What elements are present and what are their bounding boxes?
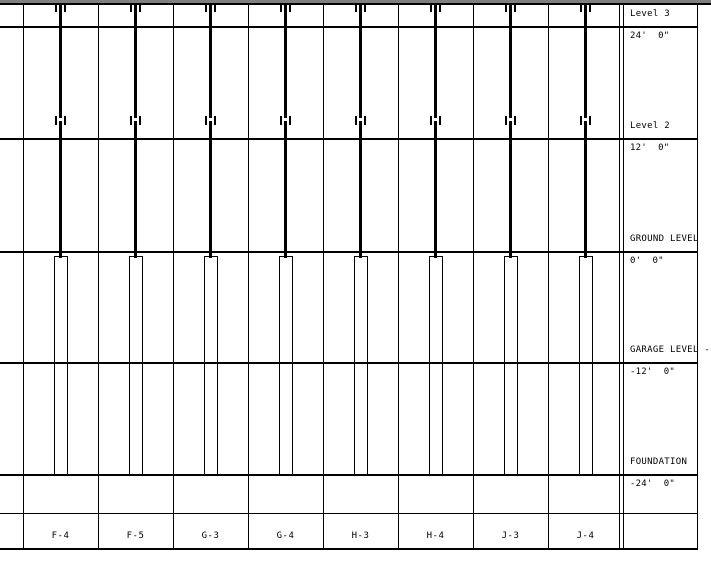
column-splice-symbol-tick bbox=[514, 3, 516, 12]
column-label: F-5 bbox=[126, 531, 145, 541]
column-splice-symbol-tick bbox=[589, 3, 591, 12]
column-shaft-lower bbox=[59, 121, 62, 258]
column-label: G-3 bbox=[201, 531, 220, 541]
column-splice-symbol-tick bbox=[514, 116, 516, 125]
column-splice-symbol-tick bbox=[439, 116, 441, 125]
column-shaft-lower bbox=[284, 121, 287, 258]
column-splice-symbol-tick bbox=[580, 116, 582, 125]
column-splice-symbol-tick bbox=[139, 3, 141, 12]
level-elevation: 0' 0" bbox=[630, 256, 664, 266]
grid-cell-line bbox=[323, 4, 324, 550]
column-splice-symbol-tick bbox=[139, 116, 141, 125]
column-base-outline bbox=[503, 256, 518, 474]
grid-cell-line bbox=[98, 4, 99, 550]
column-splice-symbol-tick bbox=[55, 3, 57, 12]
level-elevation: 24' 0" bbox=[630, 31, 670, 41]
row-divider-line bbox=[0, 512, 697, 514]
column-splice-symbol-tick bbox=[364, 116, 366, 125]
level-line bbox=[0, 251, 697, 253]
level-elevation: 12' 0" bbox=[630, 143, 670, 153]
grid-cell-line bbox=[623, 4, 624, 550]
column-splice-symbol-tick bbox=[580, 3, 582, 12]
level-name: Level 3 bbox=[630, 9, 671, 19]
level-name: GROUND LEVEL bbox=[630, 234, 699, 244]
column-base-outline bbox=[578, 256, 593, 474]
column-splice-symbol-tick bbox=[439, 3, 441, 12]
column-splice-symbol-tick bbox=[289, 3, 291, 12]
column-shaft-lower bbox=[134, 121, 137, 258]
column-splice-symbol-tick bbox=[364, 3, 366, 12]
column-shaft-upper bbox=[509, 4, 512, 118]
column-shaft-lower bbox=[584, 121, 587, 258]
grid-cell-line bbox=[697, 4, 698, 550]
column-splice-symbol-tick bbox=[214, 3, 216, 12]
column-splice-symbol-tick bbox=[280, 3, 282, 12]
window-top-edge bbox=[0, 0, 711, 3]
column-label: F-4 bbox=[51, 531, 70, 541]
column-shaft-upper bbox=[434, 4, 437, 118]
column-shaft-upper bbox=[359, 4, 362, 118]
level-name: GARAGE LEVEL -1 bbox=[630, 345, 711, 355]
column-shaft-upper bbox=[584, 4, 587, 118]
column-base-outline bbox=[53, 256, 68, 474]
column-splice-symbol-tick bbox=[55, 116, 57, 125]
column-shaft-lower bbox=[434, 121, 437, 258]
column-splice-symbol-tick bbox=[205, 3, 207, 12]
column-shaft-upper bbox=[59, 4, 62, 118]
column-shaft-upper bbox=[284, 4, 287, 118]
column-splice-symbol-tick bbox=[589, 116, 591, 125]
column-splice-symbol-tick bbox=[280, 116, 282, 125]
column-splice-symbol-tick bbox=[355, 3, 357, 12]
column-shaft-lower bbox=[209, 121, 212, 258]
column-splice-symbol-tick bbox=[430, 116, 432, 125]
column-splice-symbol-tick bbox=[130, 116, 132, 125]
column-splice-symbol-tick bbox=[505, 3, 507, 12]
column-splice-symbol-tick bbox=[205, 116, 207, 125]
level-line bbox=[0, 26, 697, 28]
level-elevation: -12' 0" bbox=[630, 367, 675, 377]
grid-cell-line bbox=[248, 4, 249, 550]
column-label: H-4 bbox=[426, 531, 445, 541]
column-base-outline bbox=[428, 256, 443, 474]
level-line bbox=[0, 362, 697, 364]
grid-cell-line bbox=[398, 4, 399, 550]
column-base-outline bbox=[128, 256, 143, 474]
column-label: J-4 bbox=[576, 531, 595, 541]
column-splice-symbol-tick bbox=[64, 116, 66, 125]
column-base-outline bbox=[278, 256, 293, 474]
column-splice-symbol-tick bbox=[505, 116, 507, 125]
column-base-outline bbox=[203, 256, 218, 474]
column-splice-symbol-tick bbox=[214, 116, 216, 125]
column-shaft-upper bbox=[209, 4, 212, 118]
column-shaft-lower bbox=[509, 121, 512, 258]
level-line bbox=[0, 138, 697, 140]
grid-cell-line bbox=[23, 4, 24, 550]
column-label: H-3 bbox=[351, 531, 370, 541]
schedule-bottom-border bbox=[0, 548, 697, 550]
column-splice-symbol-tick bbox=[355, 116, 357, 125]
level-name: FOUNDATION bbox=[630, 457, 688, 467]
grid-cell-line bbox=[548, 4, 549, 550]
grid-cell-line bbox=[473, 4, 474, 550]
column-label: G-4 bbox=[276, 531, 295, 541]
column-splice-symbol-tick bbox=[64, 3, 66, 12]
level-line bbox=[0, 474, 697, 476]
grid-cell-line bbox=[619, 4, 620, 550]
column-splice-symbol-tick bbox=[430, 3, 432, 12]
level-elevation: -24' 0" bbox=[630, 479, 675, 489]
column-label: J-3 bbox=[501, 531, 520, 541]
column-base-outline bbox=[353, 256, 368, 474]
column-splice-symbol-tick bbox=[289, 116, 291, 125]
grid-cell-line bbox=[173, 4, 174, 550]
column-shaft-upper bbox=[134, 4, 137, 118]
level-name: Level 2 bbox=[630, 121, 671, 131]
column-shaft-lower bbox=[359, 121, 362, 258]
column-splice-symbol-tick bbox=[130, 3, 132, 12]
